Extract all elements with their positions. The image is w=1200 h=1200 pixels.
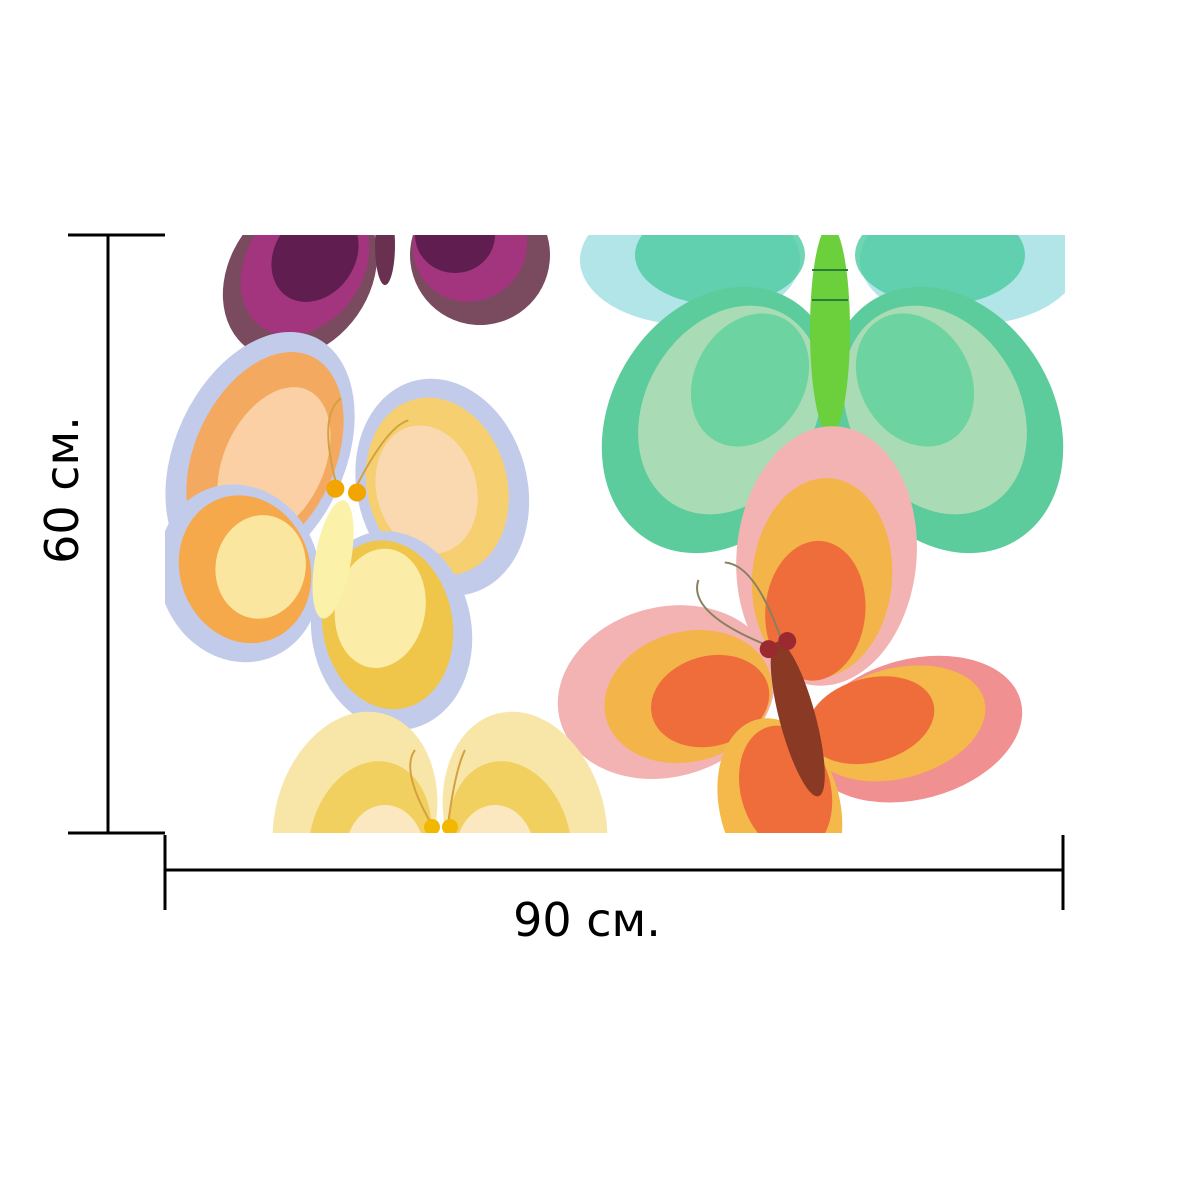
butterfly-yellow-part [375,425,478,554]
butterfly-orange-part [651,654,770,748]
butterfly-pale-yellow-part [424,819,440,833]
butterfly-pale-yellow-part [448,761,572,833]
butterfly-orange [557,426,1023,833]
butterfly-yellow-part [334,548,426,668]
butterfly-green [580,235,1065,554]
butterfly-pale-yellow-part [442,819,458,833]
butterfly-orange-part [770,641,825,797]
butterfly-green-part [855,313,975,447]
butterfly-orange-part [759,640,778,659]
width-dimension [163,835,1065,910]
butterfly-yellow-part [215,515,306,619]
butterfly-purple [222,235,550,359]
butterfly-pale-yellow-part [349,805,421,833]
butterfly-yellow-part [326,479,345,498]
butterfly-pale-yellow-part [409,749,466,826]
butterfly-green-part [690,313,810,447]
butterfly-purple-part [415,235,495,273]
butterfly-orange-part [778,632,797,651]
butterfly-pale-yellow-part [308,761,432,833]
butterfly-green-part [635,235,805,305]
butterfly-pale-yellow-part [459,805,531,833]
butterfly-orange-part [806,676,935,765]
height-label: 60 см. [35,416,89,564]
butterfly-yellow [165,331,530,731]
butterfly-purple-part [375,235,395,285]
height-dimension [68,233,165,835]
butterfly-orange-part [696,561,785,649]
butterfly-purple-part [271,235,359,302]
butterfly-green-part [810,235,850,435]
butterfly-yellow-part [348,483,367,502]
butterfly-yellow-part [312,500,354,619]
width-label: 90 см. [513,893,661,947]
butterfly-yellow-part [327,397,409,488]
butterfly-green-part [855,235,1025,305]
butterfly-pale-yellow [272,711,608,833]
butterfly-artwork [165,235,1065,833]
